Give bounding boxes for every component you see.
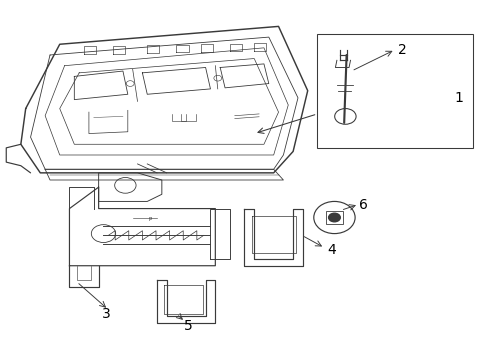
Text: 2: 2 (397, 42, 406, 57)
Text: 4: 4 (327, 243, 336, 257)
Text: 1: 1 (453, 91, 462, 105)
Text: 3: 3 (102, 307, 110, 321)
Text: 6: 6 (359, 198, 367, 212)
Circle shape (328, 213, 340, 222)
Bar (317, 33, 472, 148)
Bar (325, 211, 343, 224)
Text: 5: 5 (184, 319, 193, 333)
Text: P: P (148, 217, 151, 222)
